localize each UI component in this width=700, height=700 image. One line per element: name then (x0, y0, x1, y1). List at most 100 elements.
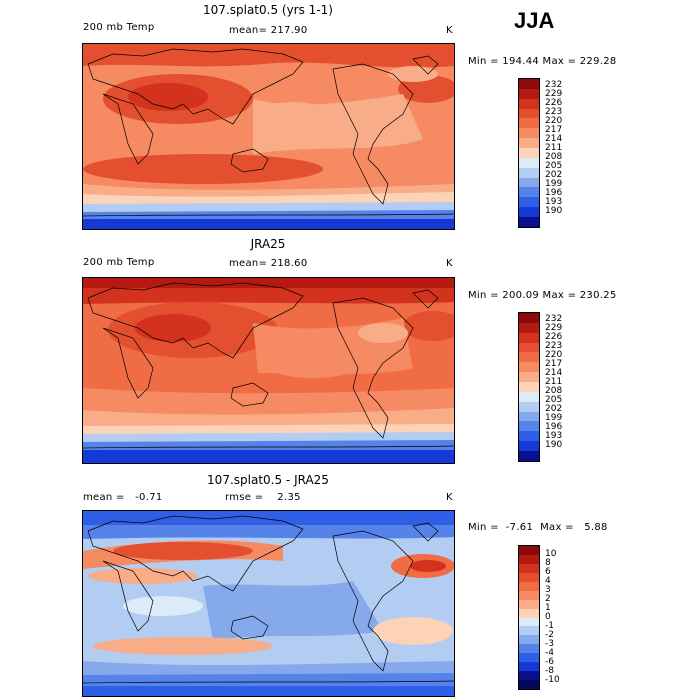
colorbar-segment (519, 608, 539, 618)
colorbar-segment (519, 671, 539, 681)
colorbar-segment (519, 662, 539, 672)
colorbar-segment (519, 653, 539, 663)
colorbar-label: -8 (545, 666, 554, 676)
colorbar-segment (519, 108, 539, 119)
panel2-minmax: Min = 200.09 Max = 230.25 (468, 290, 617, 301)
colorbar-label: 208 (545, 386, 563, 396)
panel2-contour-map (83, 278, 454, 463)
colorbar-label: 190 (545, 440, 563, 450)
panel1-contour-map (83, 44, 454, 229)
colorbar-label: 196 (545, 422, 563, 432)
panel1-units: K (446, 25, 453, 36)
colorbar-segment (519, 207, 539, 218)
colorbar-segment (519, 401, 539, 412)
colorbar-segment (519, 177, 539, 188)
colorbar-label: 199 (545, 179, 563, 189)
colorbar-label: 211 (545, 377, 563, 387)
colorbar-label: 196 (545, 188, 563, 198)
colorbar-label: 232 (545, 314, 563, 324)
colorbar-segment (519, 313, 539, 323)
colorbar-segment (519, 79, 539, 89)
colorbar-label: -3 (545, 639, 554, 649)
colorbar-label: 226 (545, 332, 563, 342)
colorbar-label: 226 (545, 98, 563, 108)
colorbar-label: 214 (545, 368, 563, 378)
colorbar-label: -2 (545, 630, 554, 640)
colorbar-label: 199 (545, 413, 563, 423)
panel3-mean-label: mean = -0.71 (83, 492, 163, 503)
panel1-mean-label: mean= 217.90 (229, 25, 308, 36)
panel2-map (82, 277, 455, 464)
panel2-variable-label: 200 mb Temp (83, 257, 155, 268)
colorbar-label: 193 (545, 431, 563, 441)
colorbar-label: 232 (545, 80, 563, 90)
colorbar-label: 8 (545, 558, 551, 568)
colorbar-segment (519, 599, 539, 609)
panel1-colorbar-labels: 232 229 226 223 220 217 214 211 208 205 … (545, 81, 562, 216)
colorbar-label: 3 (545, 585, 551, 595)
panel1-title: 107.splat0.5 (yrs 1-1) (203, 3, 333, 17)
colorbar-label: 205 (545, 395, 563, 405)
colorbar-label: 4 (545, 576, 551, 586)
colorbar-segment (519, 617, 539, 627)
colorbar-segment (519, 554, 539, 564)
panel3-colorbar-labels: 10 8 6 4 3 2 1 0 -1 -2 -3 -4 -6 -8 -10 (545, 550, 560, 685)
colorbar-label: 6 (545, 567, 551, 577)
colorbar-segment (519, 197, 539, 208)
colorbar-segment (519, 441, 539, 452)
colorbar-label: 1 (545, 603, 551, 613)
colorbar-label: -1 (545, 621, 554, 631)
colorbar-segment (519, 382, 539, 392)
colorbar-segment (519, 572, 539, 582)
panel3-colorbar (518, 545, 540, 690)
panel1-variable-label: 200 mb Temp (83, 22, 155, 33)
panel3-map (82, 510, 455, 697)
colorbar-label: -10 (545, 675, 560, 685)
colorbar-segment (519, 98, 539, 109)
colorbar-label: 214 (545, 134, 563, 144)
colorbar-segment (519, 372, 539, 383)
colorbar-label: 0 (545, 612, 551, 622)
panel1-minmax: Min = 194.44 Max = 229.28 (468, 56, 617, 67)
colorbar-label: 202 (545, 170, 563, 180)
colorbar-label: 223 (545, 107, 563, 117)
colorbar-label: 193 (545, 197, 563, 207)
colorbar-label: 220 (545, 116, 563, 126)
colorbar-segment (519, 187, 539, 198)
colorbar-segment (519, 563, 539, 573)
colorbar-segment (519, 157, 539, 168)
panel3-difference-map (83, 511, 454, 696)
colorbar-label: 211 (545, 143, 563, 153)
colorbar-label: 190 (545, 206, 563, 216)
colorbar-label: 220 (545, 350, 563, 360)
colorbar-segment (519, 680, 539, 689)
colorbar-label: 223 (545, 341, 563, 351)
colorbar-segment (519, 217, 539, 227)
colorbar-segment (519, 391, 539, 402)
panel2-title: JRA25 (250, 237, 286, 251)
colorbar-segment (519, 332, 539, 343)
colorbar-segment (519, 431, 539, 442)
colorbar-segment (519, 138, 539, 149)
panel2-mean-label: mean= 218.60 (229, 258, 308, 269)
panel3-minmax: Min = -7.61 Max = 5.88 (468, 522, 608, 533)
colorbar-label: 217 (545, 125, 563, 135)
colorbar-label: 10 (545, 549, 557, 559)
colorbar-segment (519, 128, 539, 139)
colorbar-label: 217 (545, 359, 563, 369)
colorbar-segment (519, 342, 539, 353)
colorbar-label: 229 (545, 323, 563, 333)
colorbar-segment (519, 451, 539, 461)
panel3-rmse-label: rmse = 2.35 (225, 492, 301, 503)
colorbar-segment (519, 635, 539, 645)
colorbar-segment (519, 88, 539, 99)
colorbar-segment (519, 352, 539, 363)
colorbar-label: 208 (545, 152, 563, 162)
colorbar-segment (519, 546, 539, 555)
colorbar-segment (519, 590, 539, 600)
panel3-units: K (446, 492, 453, 503)
colorbar-segment (519, 118, 539, 129)
colorbar-label: 202 (545, 404, 563, 414)
colorbar-segment (519, 421, 539, 432)
colorbar-segment (519, 322, 539, 333)
